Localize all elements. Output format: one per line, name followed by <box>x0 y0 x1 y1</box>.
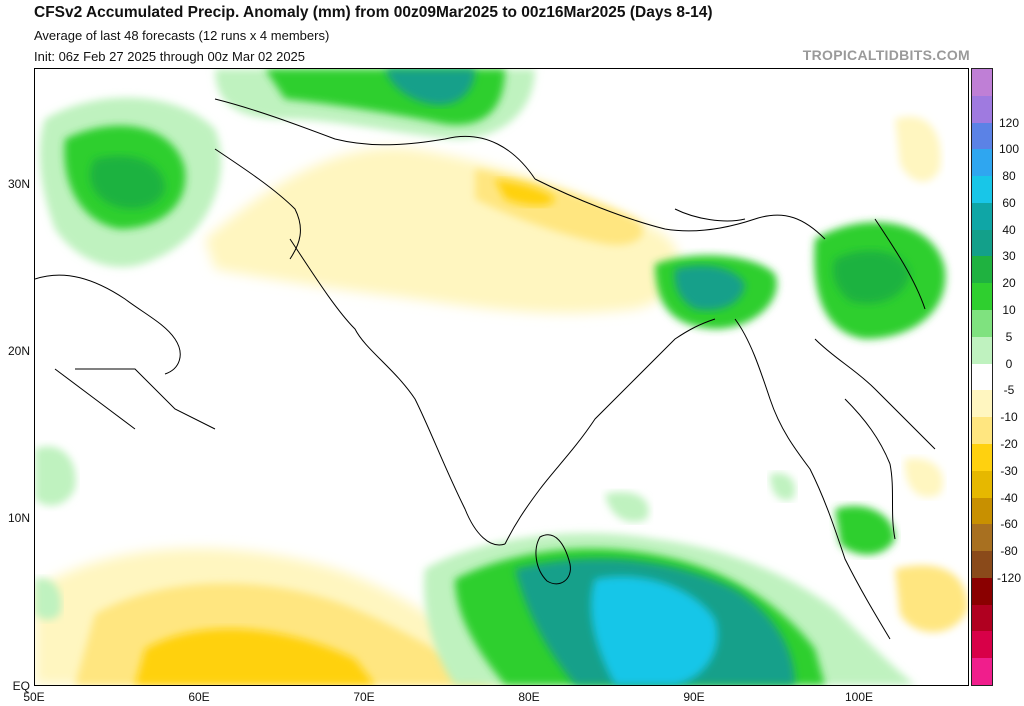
colorbar-label: 20 <box>1002 276 1016 291</box>
colorbar-segment <box>972 524 992 552</box>
colorbar-segment <box>972 95 992 124</box>
chart-subtitle-forecasts: Average of last 48 forecasts (12 runs x … <box>34 28 330 43</box>
colorbar-segment <box>972 470 992 499</box>
chart-subtitle-init: Init: 06z Feb 27 2025 through 00z Mar 02… <box>34 49 306 64</box>
coastlines-and-borders <box>35 98 936 640</box>
lon-label-100e: 100E <box>844 690 874 704</box>
colorbar-label: 40 <box>1002 222 1016 237</box>
colorbar-segment <box>972 551 992 579</box>
colorbar-label: -10 <box>1000 410 1018 425</box>
colorbar-segment <box>972 631 992 659</box>
colorbar-segment <box>972 390 992 418</box>
colorbar-segment <box>972 497 992 525</box>
colorbar-segment <box>972 363 992 391</box>
colorbar-segment <box>972 310 992 338</box>
colorbar-label: 80 <box>1002 169 1016 184</box>
lat-label-10n: 10N <box>7 511 30 525</box>
colorbar-segment <box>972 336 992 365</box>
colorbar-label: 5 <box>1005 329 1013 344</box>
colorbar-segment <box>972 202 992 231</box>
colorbar-label: 10 <box>1002 303 1016 318</box>
colorbar-segment <box>972 417 992 445</box>
colorbar-label: 0 <box>1005 356 1013 371</box>
colorbar-segment <box>972 604 992 632</box>
colorbar-segment <box>972 577 992 606</box>
lon-label-50e: 50E <box>23 690 45 704</box>
colorbar-label: -20 <box>1000 436 1018 451</box>
colorbar-segment <box>972 176 992 204</box>
colorbar-segment <box>972 149 992 177</box>
colorbar-segment <box>972 122 992 150</box>
chart-title: CFSv2 Accumulated Precip. Anomaly (mm) f… <box>34 4 713 21</box>
colorbar-label: -5 <box>1003 383 1015 398</box>
lon-label-70e: 70E <box>353 690 375 704</box>
colorbar-label: -80 <box>1000 544 1018 559</box>
colorbar-label: 60 <box>1002 195 1016 210</box>
colorbar-label: 30 <box>1002 249 1016 264</box>
colorbar-label: 100 <box>998 142 1020 157</box>
lon-label-80e: 80E <box>518 690 540 704</box>
colorbar-label: 120 <box>998 115 1020 130</box>
colorbar-segment <box>972 256 992 284</box>
colorbar-segment <box>972 69 992 97</box>
colorbar-segment <box>972 658 992 686</box>
colorbar-label: -60 <box>1000 517 1018 532</box>
colorbar-segment <box>972 283 992 311</box>
map-canvas <box>35 69 968 685</box>
lon-label-90e: 90E <box>683 690 705 704</box>
colorbar-segment <box>972 229 992 257</box>
precip-anomaly-map <box>34 68 969 686</box>
colorbar-label: -120 <box>996 570 1022 585</box>
colorbar-segment <box>972 443 992 472</box>
lat-label-eq: EQ <box>12 679 30 693</box>
lon-label-60e: 60E <box>188 690 210 704</box>
watermark: TROPICALTIDBITS.COM <box>802 47 970 63</box>
colorbar-label: -40 <box>1000 490 1018 505</box>
lat-label-20n: 20N <box>7 344 30 358</box>
colorbar <box>971 68 993 686</box>
lat-label-30n: 30N <box>7 177 30 191</box>
anomaly-fields <box>35 69 968 685</box>
colorbar-label: -30 <box>1000 463 1018 478</box>
